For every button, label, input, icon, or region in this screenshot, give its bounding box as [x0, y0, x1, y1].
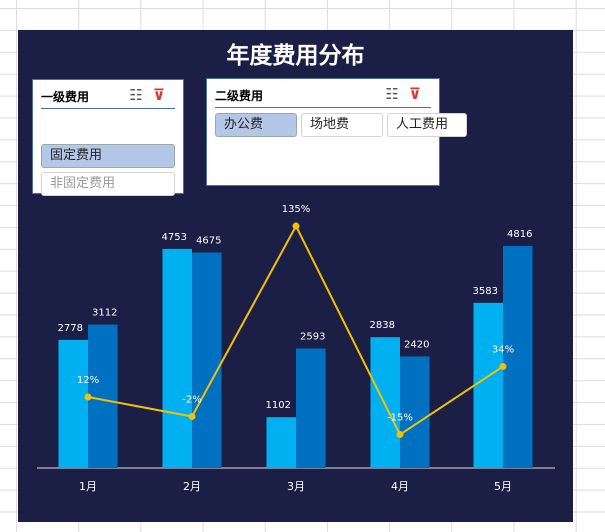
bar-series2: [400, 356, 430, 468]
bar-series1: [370, 337, 400, 468]
clear-filter-icon[interactable]: ⊽: [152, 86, 175, 104]
bar-label: 2838: [370, 320, 395, 331]
bar-series1: [473, 302, 503, 468]
growth-point: [396, 431, 404, 439]
growth-label: -15%: [387, 413, 413, 424]
bar-series1: [58, 339, 88, 468]
growth-label: 12%: [77, 375, 99, 386]
bar-label: 4753: [162, 232, 187, 243]
x-tick-label: 5月: [494, 480, 512, 493]
slicer-item-nonfixed[interactable]: 非固定费用: [41, 172, 175, 196]
slicer-level1-title: 一级费用: [41, 90, 90, 104]
bar-label: 3583: [473, 286, 498, 297]
growth-label: -2%: [182, 394, 201, 405]
bar-label: 4675: [196, 235, 221, 246]
bar-series2: [503, 245, 533, 468]
x-tick-label: 4月: [391, 480, 409, 493]
growth-point: [499, 362, 507, 370]
growth-point: [84, 393, 92, 401]
growth-label: 34%: [492, 344, 514, 355]
bar-label: 2420: [404, 339, 429, 350]
growth-point: [292, 222, 300, 230]
bar-series2: [296, 348, 326, 468]
slicer-item-office[interactable]: 办公费: [215, 113, 297, 137]
clear-filter-icon[interactable]: ⊽: [408, 85, 431, 103]
x-tick-label: 3月: [287, 480, 305, 493]
chart-area: 2778 3112 1月 4753 4675 2月 1102 2593 3月 2838 2420 4月…: [37, 204, 555, 493]
slicer-item-fixed[interactable]: 固定费用: [41, 144, 175, 168]
multi-select-icon[interactable]: ☷: [385, 85, 409, 103]
slicer-item-labor[interactable]: 人工费用: [387, 113, 467, 137]
bar-series2: [88, 324, 118, 468]
bar-label: 2593: [300, 331, 325, 342]
growth-point: [188, 412, 196, 420]
slicer-level1: 一级费用 ☷⊽ 固定费用 非固定费用: [32, 79, 184, 196]
x-tick-label: 1月: [79, 480, 97, 493]
bar-label: 1102: [266, 400, 291, 411]
growth-label: 135%: [282, 204, 311, 215]
bar-series1: [162, 248, 192, 468]
growth-line: [87, 223, 504, 437]
bar-label: 2778: [58, 323, 83, 334]
bar-label: 3112: [92, 308, 117, 319]
chart-title: 年度费用分布: [226, 43, 365, 69]
bar-series2: [192, 252, 222, 468]
bar-series1: [266, 417, 296, 468]
slicer-item-venue[interactable]: 场地费: [301, 113, 383, 137]
multi-select-icon[interactable]: ☷: [129, 86, 153, 104]
slicer-level2-title: 二级费用: [215, 89, 264, 103]
slicer-level2: 二级费用 ☷⊽ 办公费 场地费 人工费用: [206, 78, 467, 186]
chart-panel: 年度费用分布 2778 3112 1月 4753 4675 2月 1102 2593 3月 283…: [18, 30, 573, 522]
x-tick-label: 2月: [183, 480, 201, 493]
bar-label: 4816: [507, 229, 532, 240]
